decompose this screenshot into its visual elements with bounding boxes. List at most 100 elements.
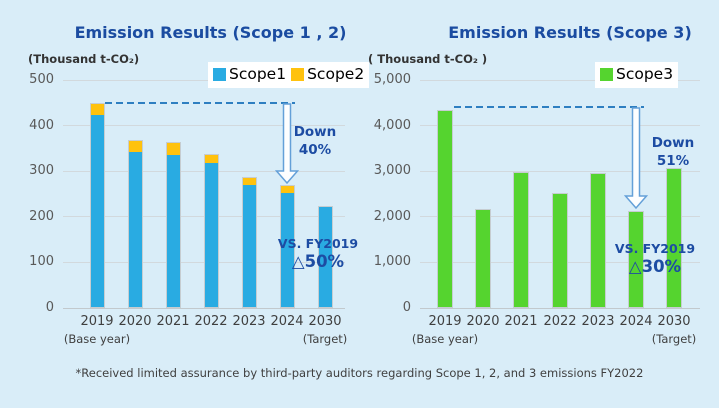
bar-segment-scope2	[242, 178, 256, 185]
vs-fy2019-label: VS. FY2019 △30%	[593, 241, 717, 276]
bar-segment-scope1	[242, 184, 256, 307]
gridline-5000	[420, 79, 700, 81]
down-text-line: Down	[651, 135, 695, 151]
scope3-chart: Emission Results (Scope 3) ( Thousand t-…	[360, 0, 719, 360]
assurance-footnote: *Received limited assurance by third-par…	[75, 366, 644, 380]
bar-2023	[590, 173, 606, 308]
x-axis-label-2020: 2020	[118, 314, 152, 329]
x-axis-label-2030: 2030	[657, 314, 691, 329]
x-axis-label-2023: 2023	[581, 314, 615, 329]
y-axis-tick-label: 300	[29, 163, 54, 179]
legend-item-scope2: Scope2	[291, 65, 365, 83]
y-axis-unit-label: ( Thousand t-CO₂ )	[368, 52, 488, 66]
bar-2020	[475, 209, 491, 308]
x-axis-label-2022: 2022	[194, 314, 228, 329]
x-axis-label-2030: 2030	[308, 314, 342, 329]
scope3-swatch-icon	[600, 68, 613, 82]
gridline-0	[63, 307, 345, 309]
y-axis-tick-label: 0	[45, 300, 54, 315]
bar-2021	[165, 141, 181, 308]
legend-item-scope3: Scope3	[600, 65, 674, 83]
bar-segment-scope1	[280, 193, 294, 307]
bar-2024	[628, 210, 644, 308]
axis-note-2030: (Target)	[302, 332, 348, 346]
bar-2021	[513, 172, 529, 308]
y-axis-tick-label: 0	[402, 300, 411, 315]
axis-note-2030: (Target)	[651, 332, 697, 346]
baseline-dashed-line	[454, 106, 644, 109]
down-arrow-icon	[274, 103, 300, 184]
down-percent-label: Down 51%	[628, 135, 718, 171]
bar-segment-scope2	[166, 142, 180, 155]
bar-2024	[279, 185, 295, 308]
x-axis-label-2019: 2019	[80, 314, 114, 329]
y-axis-tick-label: 100	[29, 254, 54, 270]
bar-segment-scope3	[667, 169, 681, 307]
bar-segment-scope3	[553, 194, 567, 307]
bar-segment-scope3	[591, 174, 605, 307]
y-axis-tick-label: 1,000	[373, 254, 411, 270]
plot-area-scope3: 0 1,000 2,000 3,000 4,000 5,000 2019 2020 2021 20…	[374, 72, 700, 346]
gridline-0	[420, 307, 700, 309]
bar-2023	[241, 177, 257, 308]
y-axis-tick-label: 200	[29, 208, 54, 224]
chart-title-scope12: Emission Results (Scope 1 , 2)	[74, 23, 347, 42]
x-axis-label-2020: 2020	[466, 314, 500, 329]
bar-2019	[437, 109, 453, 308]
x-axis-label-2022: 2022	[543, 314, 577, 329]
vs-fy2019-label: VS. FY2019 △50%	[256, 236, 380, 271]
plot-area-scope12: 0 100 200 300 400 500 2019 2020 2021 2022 2023 2024…	[29, 72, 358, 346]
bar-2030	[317, 205, 333, 308]
bar-segment-scope2	[128, 140, 142, 153]
delta-percent-text: △30%	[628, 257, 682, 276]
y-axis-tick-label: 3,000	[373, 163, 411, 179]
axis-note-2019: (Base year)	[63, 332, 131, 346]
legend-item-scope1: Scope1	[213, 65, 287, 83]
y-axis-tick-label: 400	[29, 117, 54, 133]
y-axis-tick-label: 4,000	[373, 117, 411, 133]
down-percent-label: Down 40%	[270, 124, 360, 160]
down-arrow-icon	[623, 107, 649, 210]
bar-segment-scope3	[514, 173, 528, 307]
scope1-swatch-icon	[213, 68, 226, 82]
bar-2020	[127, 139, 143, 308]
vs-fy2019-text: VS. FY2019	[277, 236, 359, 251]
scope12-chart: Emission Results (Scope 1 , 2) (Thousand…	[0, 0, 370, 360]
gridline-400	[63, 125, 345, 127]
down-text-line: 40%	[298, 141, 332, 158]
bar-segment-scope3	[629, 211, 643, 307]
bar-2022	[552, 193, 568, 308]
bar-segment-scope1	[204, 163, 218, 307]
vs-fy2019-text: VS. FY2019	[614, 241, 696, 256]
bar-segment-scope1	[90, 115, 104, 307]
legend: Scope1 Scope2	[208, 62, 370, 88]
down-text-line: Down	[293, 124, 337, 140]
bar-segment-scope3	[476, 210, 490, 307]
scope2-swatch-icon	[291, 68, 305, 82]
bar-segment-scope2	[280, 186, 294, 194]
y-axis-tick-label: 5,000	[373, 72, 411, 87]
bar-2019	[89, 102, 105, 308]
legend: Scope3	[595, 62, 679, 88]
chart-title-scope3: Emission Results (Scope 3)	[448, 23, 692, 42]
y-axis-unit-label: (Thousand t-CO₂)	[28, 52, 140, 66]
bar-2030	[666, 168, 682, 308]
down-text-line: 51%	[656, 152, 690, 169]
baseline-dashed-line	[105, 101, 295, 104]
bar-segment-scope3	[438, 110, 452, 307]
x-axis-label-2021: 2021	[504, 314, 538, 329]
x-axis-label-2024: 2024	[270, 314, 304, 329]
gridline-500	[63, 79, 345, 81]
gridline-3000	[420, 170, 700, 172]
axis-note-2019: (Base year)	[411, 332, 479, 346]
bar-segment-scope1	[128, 152, 142, 307]
gridline-4000	[420, 125, 700, 127]
x-axis-label-2023: 2023	[232, 314, 266, 329]
x-axis-label-2024: 2024	[619, 314, 653, 329]
legend-label-scope1: Scope1	[229, 65, 287, 83]
legend-label-scope2: Scope2	[307, 65, 365, 83]
legend-label-scope3: Scope3	[616, 65, 674, 83]
bar-2022	[203, 153, 219, 308]
delta-percent-text: △50%	[291, 252, 345, 271]
